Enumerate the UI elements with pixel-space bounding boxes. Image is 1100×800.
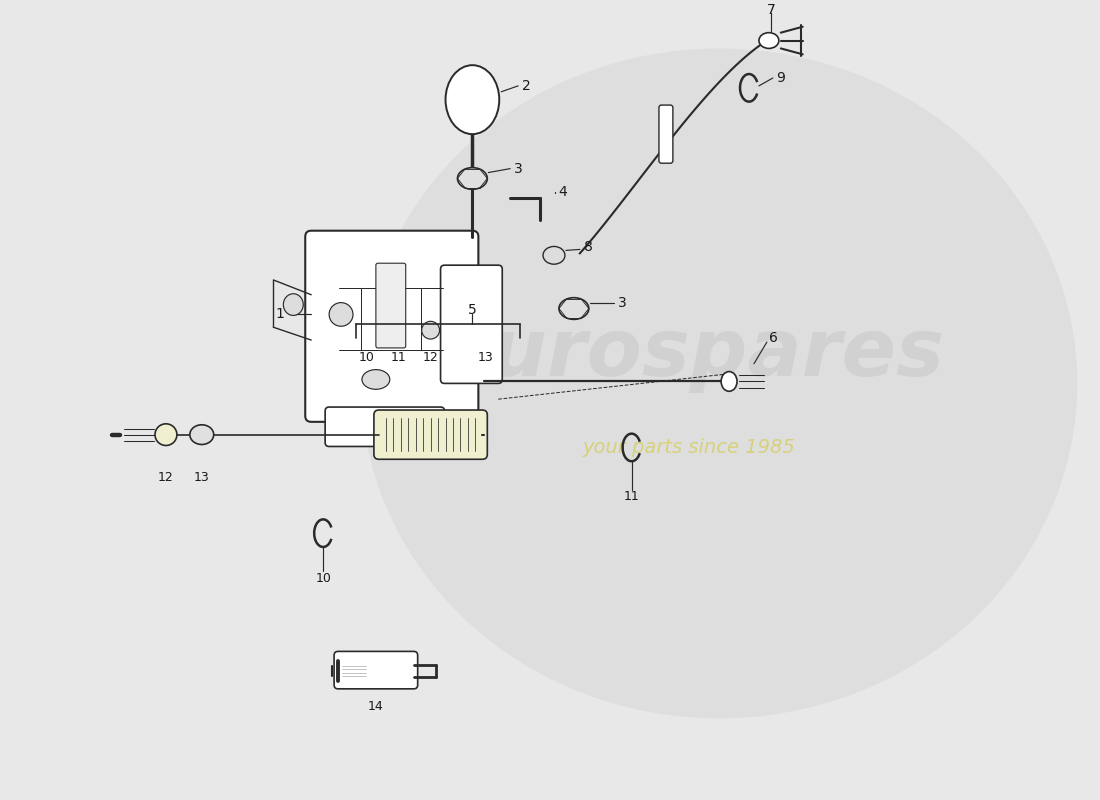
Ellipse shape	[329, 302, 353, 326]
Text: 12: 12	[158, 471, 174, 485]
Text: 12: 12	[422, 351, 439, 364]
Text: 13: 13	[194, 471, 210, 485]
Text: 14: 14	[368, 700, 384, 713]
Text: 13: 13	[477, 351, 493, 364]
Text: 11: 11	[390, 351, 407, 364]
Text: 7: 7	[767, 3, 775, 17]
Text: 6: 6	[769, 331, 778, 345]
Text: 8: 8	[584, 241, 593, 254]
Ellipse shape	[759, 33, 779, 49]
Ellipse shape	[362, 370, 389, 390]
FancyBboxPatch shape	[326, 407, 444, 446]
Text: 3: 3	[618, 296, 626, 310]
Ellipse shape	[155, 424, 177, 446]
FancyBboxPatch shape	[659, 105, 673, 163]
FancyBboxPatch shape	[374, 410, 487, 459]
Text: your parts since 1985: your parts since 1985	[583, 438, 795, 457]
Text: 2: 2	[522, 79, 531, 93]
FancyBboxPatch shape	[376, 263, 406, 348]
Ellipse shape	[458, 168, 487, 190]
Text: 4: 4	[558, 186, 566, 199]
Text: 3: 3	[514, 162, 522, 176]
Text: 10: 10	[316, 572, 331, 585]
FancyBboxPatch shape	[334, 651, 418, 689]
Text: eurospares: eurospares	[434, 315, 944, 393]
Ellipse shape	[722, 371, 737, 391]
Ellipse shape	[361, 49, 1077, 718]
Text: 10: 10	[359, 351, 375, 364]
Text: 9: 9	[776, 71, 784, 85]
Ellipse shape	[190, 425, 213, 445]
Text: 11: 11	[624, 490, 639, 503]
Text: 1: 1	[275, 307, 284, 322]
Ellipse shape	[284, 294, 304, 315]
FancyBboxPatch shape	[441, 265, 503, 383]
Ellipse shape	[421, 322, 440, 339]
Ellipse shape	[446, 65, 499, 134]
Ellipse shape	[543, 246, 565, 264]
Ellipse shape	[559, 298, 588, 319]
Text: 5: 5	[468, 303, 476, 318]
FancyBboxPatch shape	[305, 230, 478, 422]
